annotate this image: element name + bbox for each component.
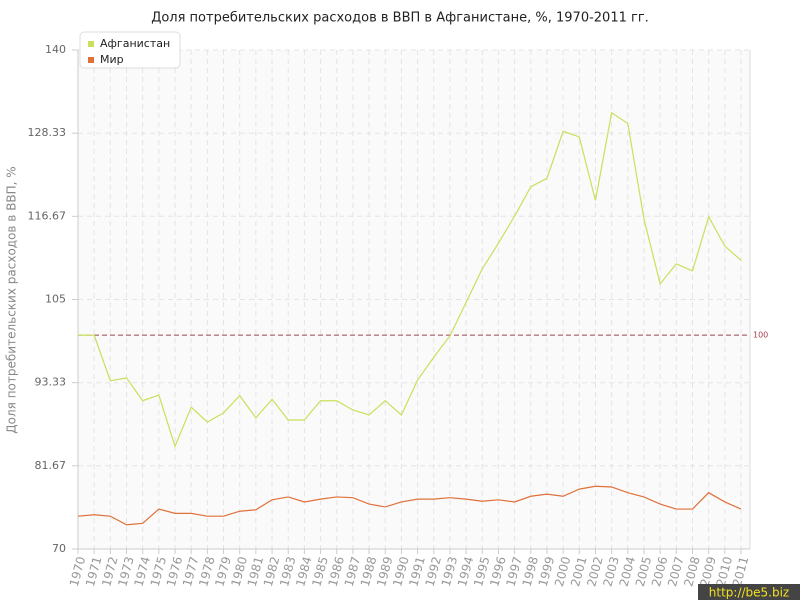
legend-label: Мир [100,53,124,66]
plot: 100 [77,111,768,526]
series-line [77,485,742,526]
y-tick-label: 70 [52,542,66,555]
chart-title: Доля потребительских расходов в ВВП в Аф… [151,11,649,26]
legend-label: Афганистан [100,37,170,50]
watermark-box [698,584,800,600]
y-tick-label: 128.33 [28,126,67,139]
legend: Афганистан Мир [79,31,181,69]
series-line [78,111,742,449]
legend-marker [88,57,94,63]
reference-label: 100 [753,331,768,340]
y-tick-label: 140 [45,43,66,56]
y-tick-label: 105 [45,293,66,306]
y-tick-label: 116.67 [28,209,67,222]
legend-box [79,31,181,69]
y-axis-label: Доля потребительских расходов в ВВП, % [5,166,19,433]
legend-marker [88,41,94,47]
y-tick-label: 93.33 [35,376,67,389]
y-tick-label: 81.67 [35,459,67,472]
watermark: http://be5.biz [709,586,789,600]
